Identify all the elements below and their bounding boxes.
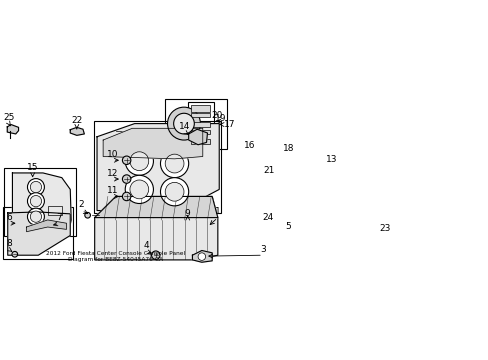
Circle shape: [244, 135, 252, 143]
Circle shape: [251, 232, 257, 239]
Circle shape: [130, 180, 148, 199]
Bar: [191, 113, 209, 117]
Circle shape: [122, 192, 131, 201]
Text: 12: 12: [107, 168, 118, 177]
Polygon shape: [12, 173, 71, 232]
Polygon shape: [311, 168, 328, 175]
Bar: [3, 207, 72, 259]
Text: 8: 8: [6, 239, 12, 248]
Text: 5: 5: [285, 222, 290, 231]
Circle shape: [30, 181, 41, 193]
Polygon shape: [70, 127, 84, 135]
Circle shape: [165, 183, 183, 201]
Bar: [191, 139, 209, 144]
Circle shape: [122, 175, 131, 183]
Bar: [191, 105, 209, 112]
Circle shape: [298, 186, 304, 193]
Text: 15: 15: [27, 163, 39, 172]
Polygon shape: [97, 123, 219, 211]
Text: 16: 16: [244, 141, 255, 150]
Bar: [94, 121, 220, 213]
Circle shape: [173, 113, 194, 134]
Text: 19: 19: [214, 114, 226, 123]
Text: 18: 18: [282, 144, 293, 153]
Polygon shape: [103, 128, 203, 159]
Circle shape: [30, 195, 41, 207]
Circle shape: [253, 154, 260, 161]
Circle shape: [130, 152, 148, 171]
Text: 17: 17: [224, 120, 235, 129]
Text: 23: 23: [379, 224, 390, 233]
Text: 21: 21: [264, 166, 275, 175]
Circle shape: [12, 251, 18, 257]
Text: 13: 13: [325, 154, 337, 163]
Bar: [4, 168, 76, 237]
Text: 11: 11: [106, 186, 118, 195]
Circle shape: [259, 223, 267, 231]
Text: 3: 3: [260, 245, 265, 254]
Text: 1: 1: [215, 207, 220, 216]
Circle shape: [122, 156, 131, 165]
Text: 24: 24: [262, 213, 273, 222]
Polygon shape: [26, 220, 66, 232]
Text: 25: 25: [3, 113, 15, 122]
Circle shape: [278, 192, 286, 201]
Polygon shape: [95, 197, 217, 260]
Circle shape: [27, 208, 44, 225]
Circle shape: [300, 176, 307, 184]
Circle shape: [84, 212, 90, 218]
Polygon shape: [239, 132, 258, 146]
Text: 9: 9: [184, 209, 190, 218]
Circle shape: [160, 149, 188, 177]
Text: 2012 Ford Fiesta Center Console Console Panel
Diagram for BE8Z-54045A76-CA: 2012 Ford Fiesta Center Console Console …: [46, 251, 185, 262]
Bar: [165, 99, 227, 149]
Circle shape: [281, 154, 288, 161]
Bar: [48, 206, 61, 215]
Polygon shape: [188, 129, 207, 145]
Text: 2: 2: [79, 200, 84, 209]
Text: 22: 22: [71, 116, 82, 125]
Polygon shape: [355, 187, 383, 235]
Circle shape: [151, 251, 160, 260]
Circle shape: [30, 211, 41, 222]
Circle shape: [315, 160, 325, 170]
Text: 6: 6: [6, 213, 12, 222]
Polygon shape: [8, 212, 70, 255]
Bar: [191, 122, 209, 127]
Bar: [191, 130, 209, 134]
Circle shape: [125, 175, 153, 203]
Circle shape: [267, 176, 277, 186]
Text: 4: 4: [143, 241, 149, 250]
Text: 14: 14: [179, 122, 190, 131]
Circle shape: [198, 253, 205, 260]
Circle shape: [27, 193, 44, 210]
Polygon shape: [192, 251, 212, 262]
Circle shape: [311, 157, 328, 174]
Circle shape: [285, 179, 291, 186]
Text: 20: 20: [211, 111, 222, 120]
Circle shape: [269, 179, 274, 183]
Circle shape: [160, 177, 188, 206]
Text: 7: 7: [57, 213, 62, 222]
Polygon shape: [7, 125, 19, 134]
Circle shape: [287, 180, 296, 189]
Circle shape: [165, 154, 183, 173]
Polygon shape: [95, 197, 217, 217]
Text: 10: 10: [106, 150, 118, 159]
Bar: [187, 103, 213, 145]
Circle shape: [27, 179, 44, 195]
Circle shape: [167, 107, 200, 140]
Circle shape: [125, 147, 153, 175]
